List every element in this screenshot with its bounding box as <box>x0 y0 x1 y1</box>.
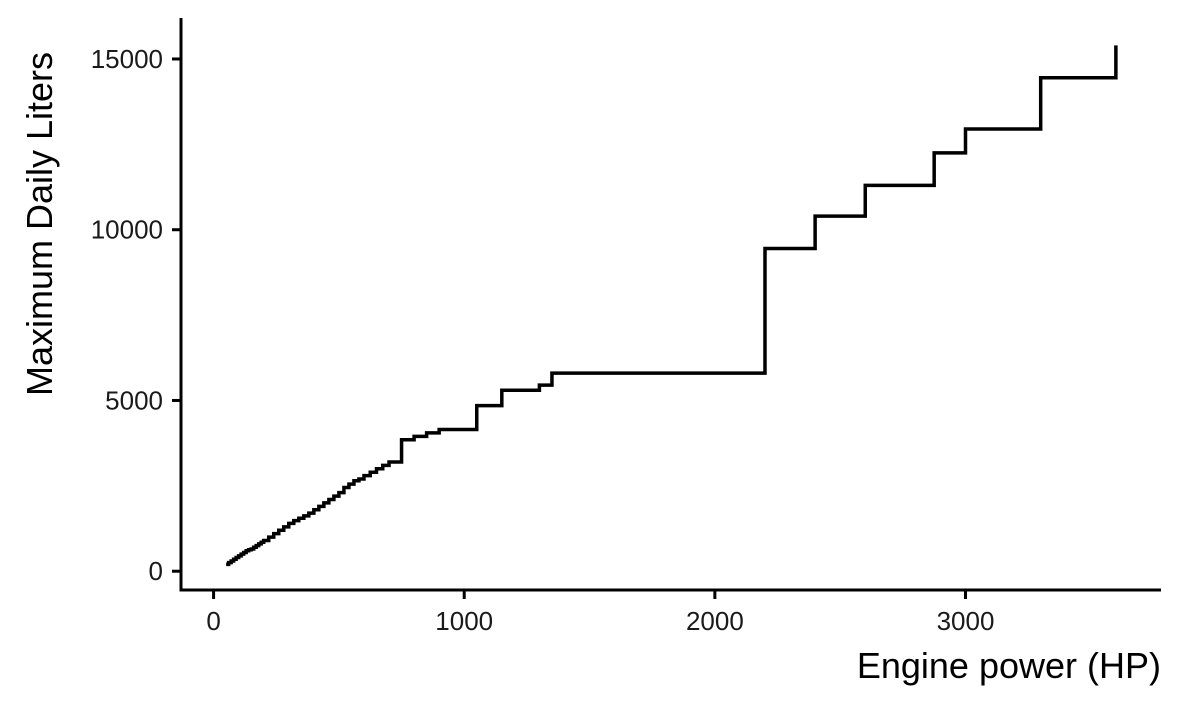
x-axis-ticks: 0 1000 2000 3000 <box>206 590 994 636</box>
y-tick-label: 10000 <box>91 215 163 245</box>
x-tick-label: 1000 <box>435 606 493 636</box>
y-tick-label: 5000 <box>105 385 163 415</box>
y-axis-title: Maximum Daily Liters <box>19 52 60 396</box>
y-tick-label: 0 <box>149 556 163 586</box>
series-step-line <box>226 45 1118 567</box>
y-tick-label: 15000 <box>91 44 163 74</box>
x-tick-label: 3000 <box>937 606 995 636</box>
x-axis-title: Engine power (HP) <box>857 645 1161 686</box>
series-group <box>226 45 1118 567</box>
y-axis-ticks: 0 5000 10000 15000 <box>91 44 181 586</box>
x-tick-label: 2000 <box>686 606 744 636</box>
x-tick-label: 0 <box>206 606 220 636</box>
